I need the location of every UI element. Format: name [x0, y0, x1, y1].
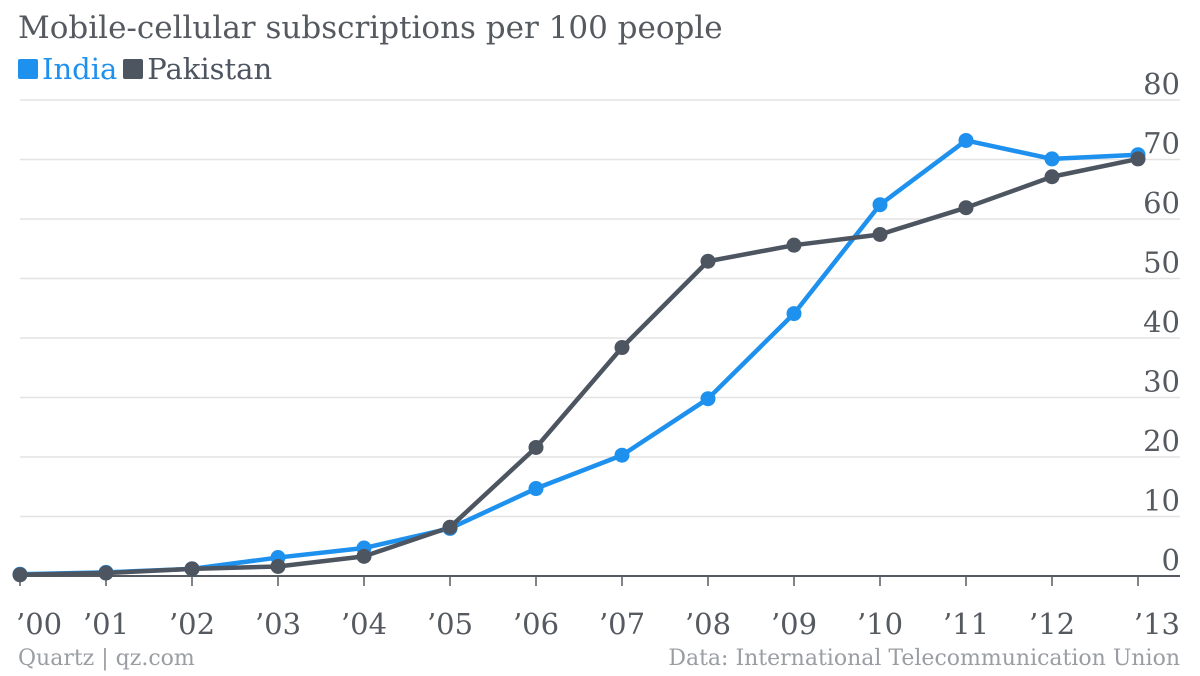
y-tick-label-70: 70 — [1143, 127, 1180, 161]
y-tick-label-10: 10 — [1143, 484, 1180, 518]
data-point-pakistan-5 — [442, 519, 458, 535]
y-tick-label-40: 40 — [1143, 305, 1180, 339]
data-point-pakistan-4 — [356, 548, 372, 564]
data-point-pakistan-2 — [184, 561, 200, 577]
x-tick-label-0: ’00 — [16, 607, 62, 641]
data-point-pakistan-8 — [700, 253, 716, 269]
data-point-pakistan-7 — [614, 340, 630, 356]
x-tick-label-13: ’13 — [1134, 607, 1180, 641]
y-tick-label-80: 80 — [1143, 67, 1180, 101]
x-tick-label-4: ’04 — [341, 607, 387, 641]
legend-label-india: India — [42, 52, 118, 86]
data-point-pakistan-12 — [1044, 169, 1060, 185]
footer-credit: Quartz | qz.com — [18, 646, 195, 671]
data-point-pakistan-1 — [98, 565, 114, 581]
x-tick-label-11: ’11 — [943, 607, 989, 641]
y-tick-label-30: 30 — [1143, 365, 1180, 399]
x-tick-label-6: ’06 — [513, 607, 559, 641]
data-point-india-12 — [1044, 151, 1060, 167]
data-point-pakistan-9 — [786, 237, 802, 253]
x-tick-label-3: ’03 — [255, 607, 301, 641]
x-tick-label-7: ’07 — [599, 607, 645, 641]
data-point-pakistan-13 — [1130, 151, 1146, 167]
data-point-india-9 — [786, 306, 802, 322]
y-tick-label-50: 50 — [1143, 246, 1180, 280]
legend-label-pakistan: Pakistan — [147, 52, 273, 86]
x-tick-label-9: ’09 — [771, 607, 817, 641]
x-tick-label-5: ’05 — [427, 607, 473, 641]
y-tick-label-20: 20 — [1143, 424, 1180, 458]
legend-item-pakistan: Pakistan — [123, 52, 272, 86]
series-line-pakistan — [17, 156, 1141, 578]
legend-swatch-india — [18, 59, 38, 79]
data-point-india-11 — [958, 132, 974, 148]
legend: India Pakistan — [18, 52, 278, 86]
x-tick-label-2: ’02 — [169, 607, 215, 641]
y-tick-label-0: 0 — [1162, 543, 1180, 577]
data-point-india-7 — [614, 447, 630, 463]
x-tick-label-8: ’08 — [685, 607, 731, 641]
y-tick-label-60: 60 — [1143, 186, 1180, 220]
data-point-pakistan-3 — [270, 558, 286, 574]
data-point-pakistan-0 — [12, 567, 28, 583]
data-point-india-10 — [872, 197, 888, 213]
data-point-pakistan-6 — [528, 439, 544, 455]
legend-item-india: India — [18, 52, 117, 86]
x-tick-label-12: ’12 — [1029, 607, 1075, 641]
x-tick-label-10: ’10 — [857, 607, 903, 641]
data-point-india-6 — [528, 481, 544, 497]
data-point-pakistan-11 — [958, 200, 974, 216]
footer-source: Data: International Telecommunication Un… — [668, 646, 1180, 671]
legend-swatch-pakistan — [123, 59, 144, 79]
data-point-pakistan-10 — [872, 226, 888, 242]
chart-title: Mobile-cellular subscriptions per 100 pe… — [18, 10, 723, 46]
data-point-india-8 — [700, 391, 716, 407]
x-tick-label-1: ’01 — [83, 607, 129, 641]
